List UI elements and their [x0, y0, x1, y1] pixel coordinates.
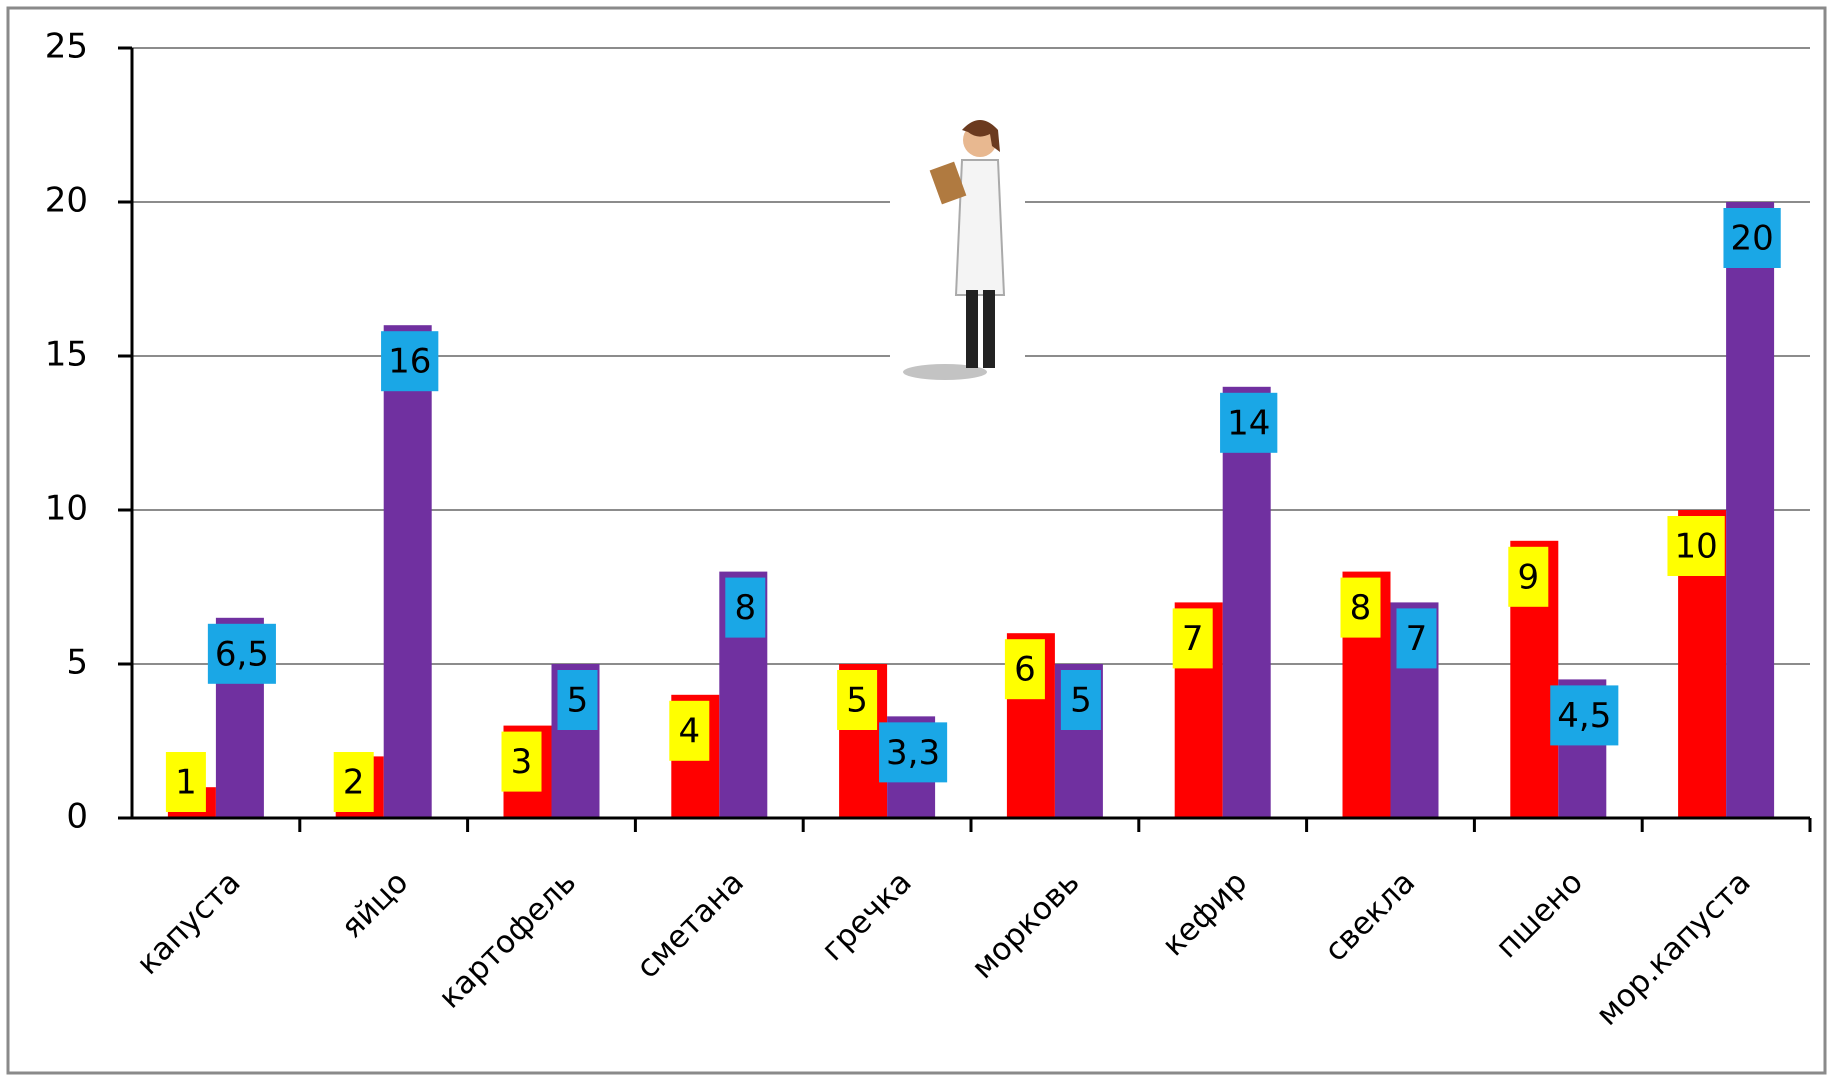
- value-label-box: [557, 670, 598, 730]
- value-label-box: [501, 731, 542, 792]
- x-tick-label: мор.капуста: [1589, 864, 1758, 1033]
- y-tick-label: 15: [45, 335, 88, 375]
- value-label: 1: [175, 763, 197, 803]
- y-tick-label: 10: [45, 489, 88, 529]
- value-label: 8: [734, 588, 756, 628]
- value-label-box: [1004, 639, 1045, 700]
- value-label-box: [669, 700, 710, 761]
- x-tick-label: яйцо: [334, 864, 415, 945]
- value-label-box: [165, 752, 206, 812]
- x-tick-label: капуста: [130, 864, 248, 982]
- value-label-box: [1723, 208, 1781, 268]
- bar: [1222, 386, 1271, 818]
- value-label: 9: [1517, 557, 1539, 597]
- value-label-box: [1340, 577, 1381, 638]
- x-tick-label: морковь: [965, 864, 1087, 986]
- value-label: 7: [1406, 619, 1428, 659]
- x-tick-label: пшено: [1489, 864, 1590, 965]
- value-label: 5: [567, 681, 589, 721]
- value-label-box: [1667, 516, 1725, 576]
- value-label: 4: [678, 711, 700, 751]
- value-label: 5: [1070, 681, 1092, 721]
- value-label-box: [1396, 608, 1437, 669]
- x-tick-label: гречка: [815, 864, 919, 968]
- x-tick-label: сметана: [629, 864, 751, 986]
- value-label-box: [1172, 608, 1213, 669]
- x-tick-label: картофель: [432, 864, 583, 1015]
- value-label-box: [333, 752, 374, 812]
- value-label-box: [1550, 685, 1619, 746]
- value-label-box: [879, 722, 948, 783]
- value-label: 2: [343, 763, 365, 803]
- doctor-figure: [890, 110, 1025, 390]
- value-label: 14: [1227, 403, 1270, 443]
- value-label-box: [725, 577, 766, 638]
- value-label-box: [1060, 670, 1101, 730]
- value-label-box: [207, 623, 276, 684]
- value-label: 6,5: [215, 634, 269, 674]
- value-label: 7: [1182, 619, 1204, 659]
- value-label: 6: [1014, 650, 1036, 690]
- value-label: 20: [1730, 219, 1773, 259]
- frame: [6, 6, 1827, 1075]
- value-label: 5: [846, 681, 868, 721]
- x-tick-label: кефир: [1155, 864, 1254, 963]
- y-tick-label: 25: [45, 27, 88, 67]
- value-label: 10: [1674, 527, 1717, 567]
- value-label-box: [1508, 546, 1549, 607]
- value-label: 3,3: [886, 733, 940, 773]
- x-tick-label: свекла: [1318, 864, 1423, 969]
- y-tick-label: 0: [66, 797, 88, 837]
- value-label-box: [837, 670, 878, 730]
- value-label: 16: [388, 342, 431, 382]
- y-tick-label: 20: [45, 181, 88, 221]
- y-tick-label: 5: [66, 643, 88, 683]
- value-label-box: [381, 331, 439, 392]
- value-label-box: [1220, 392, 1278, 453]
- value-label: 3: [511, 742, 533, 782]
- value-label: 8: [1350, 588, 1372, 628]
- bar: [1726, 202, 1775, 818]
- bar: [383, 325, 432, 818]
- value-label: 4,5: [1557, 696, 1611, 736]
